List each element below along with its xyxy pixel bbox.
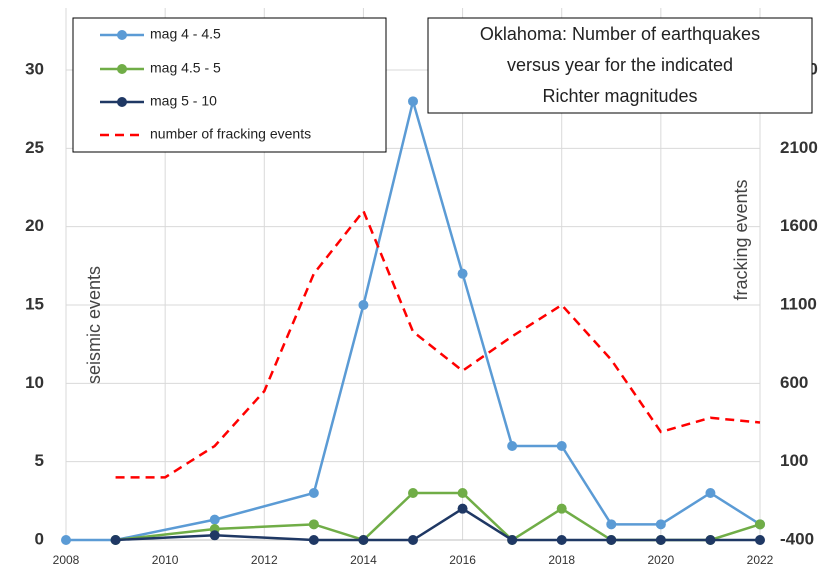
data-point: [408, 488, 418, 498]
series-line: [115, 208, 761, 479]
y-tick-label: 25: [25, 138, 44, 157]
legend-marker: [117, 30, 127, 40]
data-point: [705, 535, 716, 545]
y-tick-label: 0: [35, 529, 44, 548]
chart-title: Richter magnitudes: [542, 86, 697, 106]
chart-title: Oklahoma: Number of earthquakes: [480, 24, 760, 44]
data-point: [556, 441, 567, 451]
x-tick-label: 2022: [747, 553, 774, 567]
x-tick-label: 2014: [350, 553, 377, 567]
legend-label: number of fracking events: [150, 126, 311, 142]
y-axis-label: seismic events: [84, 266, 104, 384]
data-point: [61, 535, 71, 545]
data-point: [408, 96, 418, 107]
data-point: [705, 488, 716, 498]
data-point: [457, 488, 468, 498]
y2-tick-label: -400: [780, 529, 814, 548]
y2-tick-label: 1600: [780, 216, 818, 235]
data-point: [655, 519, 666, 530]
y2-tick-label: 2100: [780, 138, 818, 157]
y-tick-label: 15: [25, 294, 44, 313]
legend: [72, 17, 387, 153]
legend-marker: [117, 64, 127, 74]
data-point: [308, 488, 319, 498]
y2-tick-label: 100: [780, 451, 808, 470]
x-tick-label: 2018: [548, 553, 575, 567]
x-tick-label: 2012: [251, 553, 278, 567]
data-point: [209, 514, 220, 525]
x-tick-label: 2016: [449, 553, 476, 567]
data-point: [606, 535, 617, 545]
legend-label: mag 5 - 10: [150, 93, 217, 109]
series-line: [115, 507, 760, 542]
data-point: [755, 535, 765, 545]
y-tick-label: 10: [25, 373, 44, 392]
legend-label: mag 4 - 4.5: [150, 26, 221, 42]
data-point: [655, 535, 666, 545]
x-tick-label: 2008: [53, 553, 80, 567]
y2-tick-label: 600: [780, 373, 808, 392]
title-box: [427, 17, 813, 114]
y-tick-label: 5: [35, 451, 44, 470]
data-point: [209, 530, 220, 541]
data-point: [457, 268, 468, 279]
y-tick-label: 20: [25, 216, 44, 235]
legend-marker: [117, 97, 127, 107]
y2-tick-label: 1100: [780, 294, 817, 313]
y-tick-label: 30: [25, 59, 44, 78]
data-point: [358, 300, 369, 310]
legend-label: mag 4.5 - 5: [150, 60, 221, 76]
data-point: [110, 535, 121, 545]
x-tick-label: 2010: [152, 553, 179, 567]
data-point: [556, 535, 567, 545]
data-point: [556, 503, 567, 514]
chart-title: versus year for the indicated: [507, 55, 733, 75]
data-point: [358, 535, 369, 545]
data-point: [308, 519, 319, 530]
data-point: [507, 535, 518, 545]
data-point: [507, 441, 518, 451]
data-point: [606, 519, 617, 530]
x-tick-label: 2020: [648, 553, 675, 567]
data-point: [308, 535, 319, 545]
data-point: [457, 503, 468, 514]
data-point: [408, 535, 418, 545]
y2-axis-label: fracking events: [731, 179, 751, 300]
data-point: [755, 519, 765, 530]
